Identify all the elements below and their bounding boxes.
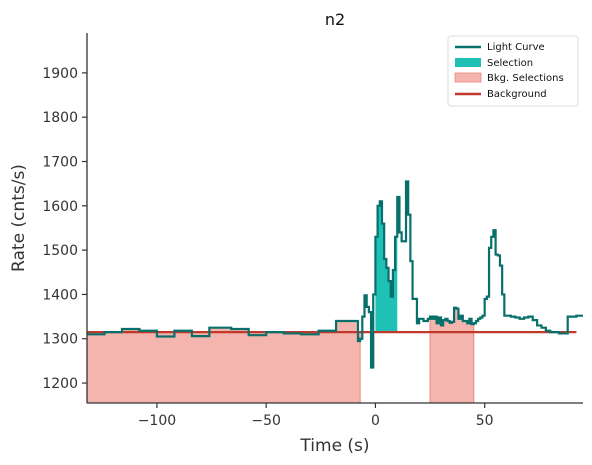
legend: Light Curve Selection Bkg. Selections Ba… — [447, 35, 579, 107]
legend-background-label: Background — [487, 89, 547, 100]
bkg-selection-layer — [86, 307, 475, 404]
legend-light-curve-label: Light Curve — [487, 42, 545, 53]
legend-bkg-selections-label: Bkg. Selections — [487, 73, 564, 84]
x-tick-label: 0 — [371, 413, 380, 429]
y-ticks: 1200 1300 1400 1500 1600 1700 1800 1900 — [42, 66, 87, 392]
x-tick-label: 50 — [476, 413, 494, 429]
light-curve-line — [87, 180, 583, 369]
x-tick-label: −50 — [251, 413, 281, 429]
y-axis-title: Rate (cnts/s) — [9, 164, 29, 272]
x-axis-title: Time (s) — [299, 436, 369, 456]
y-tick-label: 1600 — [42, 199, 78, 215]
y-tick-label: 1300 — [42, 332, 78, 348]
legend-selection-swatch — [455, 58, 481, 67]
y-tick-label: 1800 — [42, 110, 78, 126]
y-tick-label: 1400 — [42, 287, 78, 303]
x-ticks: −100 −50 0 50 — [138, 403, 494, 429]
x-tick-label: −100 — [138, 413, 176, 429]
y-tick-label: 1200 — [42, 376, 78, 392]
y-tick-label: 1700 — [42, 155, 78, 171]
legend-selection-label: Selection — [487, 58, 533, 69]
y-tick-label: 1500 — [42, 243, 78, 259]
axes — [86, 33, 583, 404]
light-curve-layer — [87, 180, 583, 369]
chart-title: n2 — [325, 10, 345, 29]
y-tick-label: 1900 — [42, 66, 78, 82]
legend-box — [447, 35, 579, 107]
legend-bkg-selections-swatch — [454, 72, 482, 83]
